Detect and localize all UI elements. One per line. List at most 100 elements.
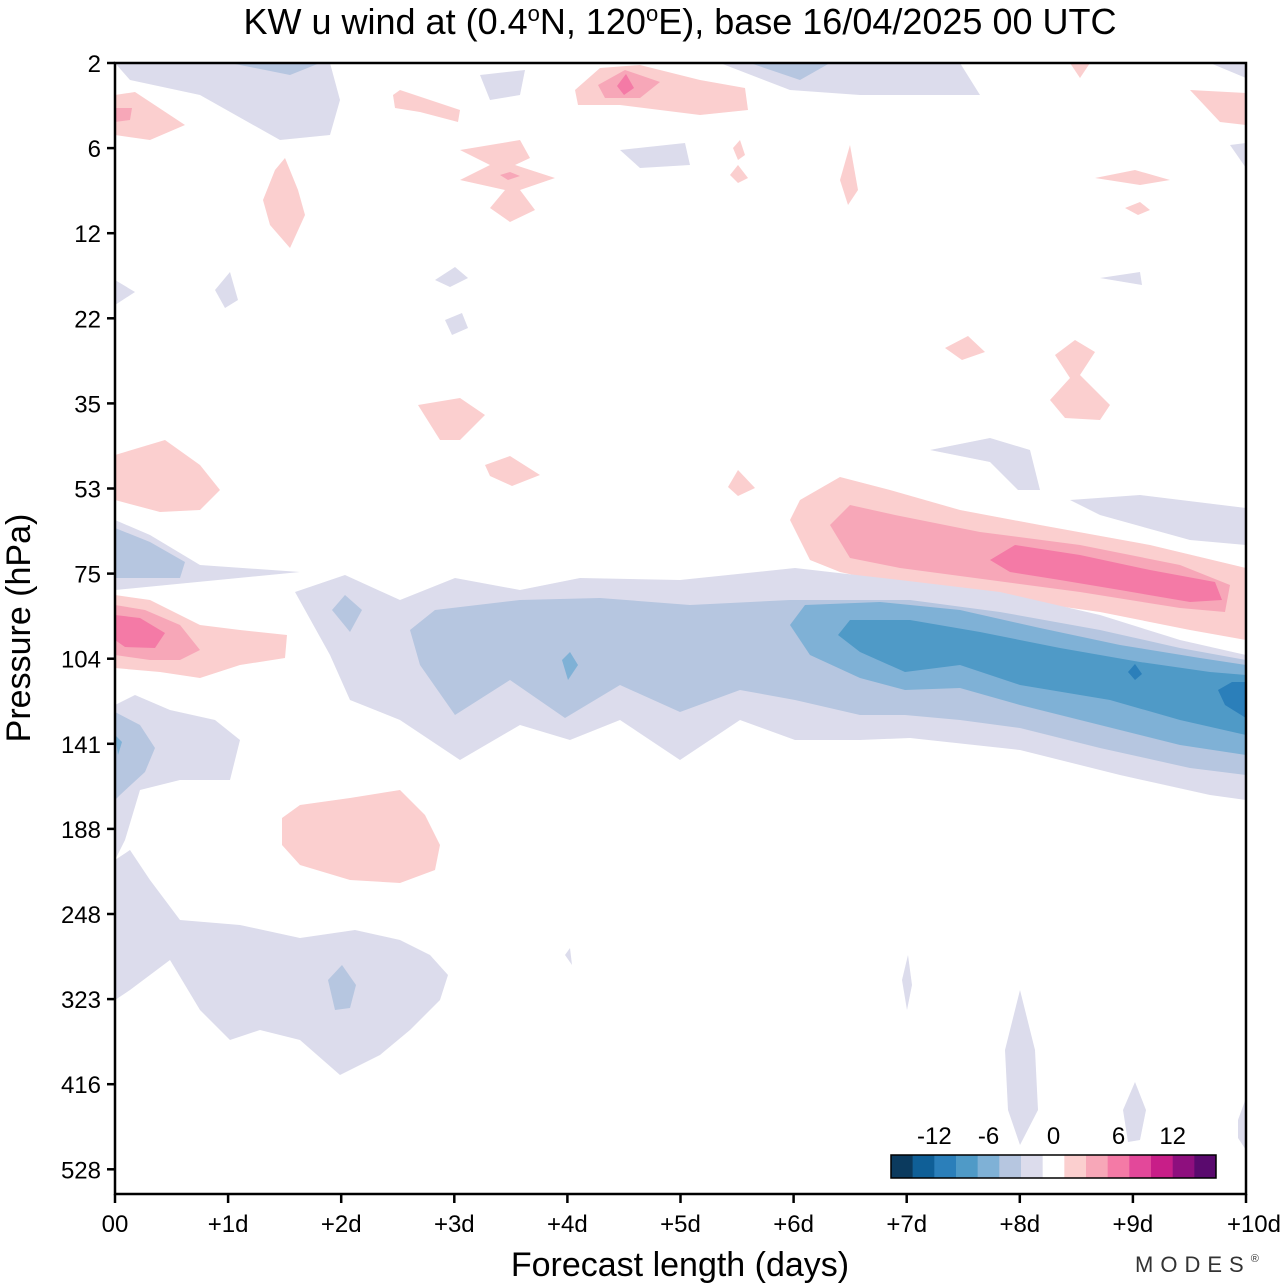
x-tick-label: +4d [547,1211,588,1238]
neg-contour [620,143,690,168]
x-tick-label: 00 [102,1211,129,1238]
pos-contour [1190,90,1246,125]
pos-contour [945,336,985,360]
pos-contour [1070,63,1090,78]
y-tick-label: 22 [74,306,101,333]
x-axis-ticks: 00 +1d +2d +3d +4d +5d +6d +7d +8d +9d +10d [102,1194,1280,1238]
neg-contour [1238,1098,1246,1150]
neg-contour [115,735,122,755]
colorbar-cell [1194,1155,1217,1178]
neg-contour [480,70,525,100]
colorbar-cell [1042,1155,1065,1178]
colorbar-label: 0 [1047,1123,1060,1150]
x-tick-label: +3d [434,1211,475,1238]
y-tick-label: 6 [88,136,101,163]
degree-mark: o [646,1,658,26]
y-tick-label: 188 [61,817,101,844]
colorbar-frame [890,1154,1217,1179]
y-axis-ticks: 2 6 12 22 35 53 75 104 141 188 248 323 416 528 [61,51,115,1184]
pos-contour [282,790,440,883]
contour-fills [115,63,1246,1150]
neg-contour [115,63,340,140]
y-tick-label: 323 [61,987,101,1014]
colorbar-cell [1021,1155,1043,1178]
neg-contour [1230,143,1246,168]
neg-contour [838,620,1246,735]
x-tick-label: +8d [999,1211,1040,1238]
y-tick-label: 2 [88,51,101,78]
neg-contour [1005,990,1038,1145]
neg-contour [930,438,1040,490]
pos-contour [990,545,1222,602]
y-tick-label: 104 [61,647,101,674]
neg-contour [1218,682,1246,718]
colorbar-label: -12 [917,1123,952,1150]
neg-contour [332,595,362,632]
neg-contour [115,712,155,800]
neg-contour [1123,1082,1146,1142]
pos-contour [730,165,748,183]
neg-contour [1128,664,1142,680]
neg-contour [115,280,135,305]
colorbar-cell [1064,1155,1087,1178]
colorbar-cell [891,1155,913,1178]
neg-contour [1210,63,1246,78]
y-tick-label: 416 [61,1072,101,1099]
y-tick-label: 75 [74,562,101,589]
colorbar-cell [956,1155,978,1178]
logo-mark: ® [1251,1253,1259,1265]
x-tick-label: +2d [321,1211,362,1238]
x-axis-title: Forecast length (days) [511,1246,849,1284]
pos-contour [115,92,185,140]
pos-contour [263,158,305,248]
pos-contour [1125,202,1150,215]
pos-contour [840,145,858,205]
plot-area [113,61,1248,1196]
x-tick-label: +10d [1227,1211,1280,1238]
x-tick-label: +9d [1113,1211,1154,1238]
colorbar-cell [999,1155,1022,1178]
pos-contour [728,470,755,496]
pos-contour [115,440,220,512]
title-part: N, 120 [540,1,646,42]
pos-contour [500,172,520,180]
y-axis-title: Pressure (hPa) [0,514,38,743]
neg-contour [115,528,185,578]
y-tick-label: 141 [61,732,101,759]
x-tick-label: +6d [773,1211,814,1238]
pos-contour [485,456,540,486]
pos-contour [1095,170,1170,185]
colorbar-label: -6 [978,1123,999,1150]
pos-contour [617,74,634,95]
neg-contour [562,652,578,680]
modes-logo: MODES® [1135,1252,1259,1277]
colorbar-labels: -12 -6 0 6 12 [917,1123,1186,1150]
neg-contour [115,850,448,1075]
colorbar-label: 12 [1159,1123,1186,1150]
colorbar-label: 6 [1112,1123,1125,1150]
colorbar-cell [934,1155,957,1178]
pos-contour [115,108,132,122]
neg-contour [445,313,468,335]
colorbar-cells [891,1155,1217,1178]
colorbar-cell [1107,1155,1130,1178]
pos-contour [393,90,460,122]
colorbar-cell [977,1155,1000,1178]
colorbar-cell [1172,1155,1195,1178]
colorbar-cell [1129,1155,1152,1178]
neg-contour [230,63,320,75]
x-tick-label: +5d [660,1211,701,1238]
y-tick-label: 12 [74,221,101,248]
chart-title: KW u wind at (0.4oN, 120oE), base 16/04/… [244,1,1117,42]
neg-contour [215,272,238,308]
y-tick-label: 35 [74,391,101,418]
y-tick-label: 248 [61,902,101,929]
neg-contour [902,955,912,1010]
title-part: E), base 16/04/2025 00 UTC [658,1,1116,42]
neg-contour [565,948,572,965]
neg-contour [1100,272,1142,285]
neg-contour [1070,495,1246,545]
x-tick-label: +7d [886,1211,927,1238]
y-tick-label: 528 [61,1157,101,1184]
